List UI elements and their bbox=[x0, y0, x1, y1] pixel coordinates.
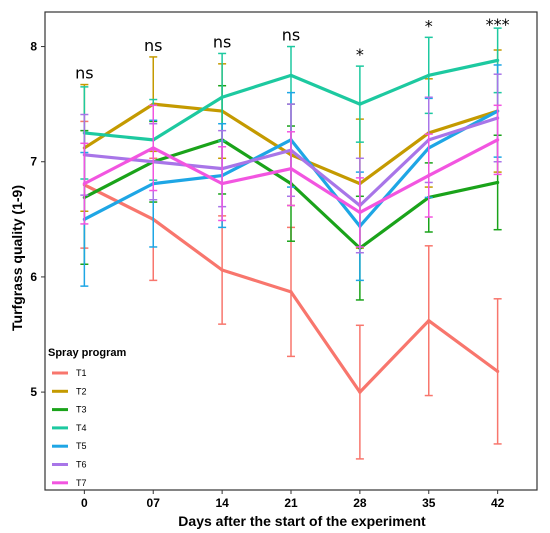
legend-label: T2 bbox=[76, 386, 87, 396]
data-point bbox=[358, 390, 362, 394]
data-point bbox=[496, 58, 500, 62]
x-tick-label: 0 bbox=[81, 496, 88, 510]
y-tick-label: 8 bbox=[30, 40, 37, 54]
data-point bbox=[220, 182, 224, 186]
legend: Spray program T1 T2 T3 T4 T5 T6 T7 bbox=[48, 347, 126, 488]
y-tick-label: 7 bbox=[30, 155, 37, 169]
significance-label: ns bbox=[282, 26, 300, 45]
legend-label: T6 bbox=[76, 460, 87, 470]
significance-label: * bbox=[356, 45, 364, 64]
x-tick-label: 42 bbox=[491, 496, 505, 510]
data-point bbox=[151, 146, 155, 150]
legend-label: T5 bbox=[76, 441, 87, 451]
legend-label: T3 bbox=[76, 405, 87, 415]
y-axis-title: Turfgrass quality (1-9) bbox=[9, 185, 25, 331]
data-point bbox=[289, 167, 293, 171]
data-point bbox=[496, 369, 500, 373]
x-tick-label: 14 bbox=[215, 496, 229, 510]
data-point bbox=[427, 173, 431, 178]
data-point bbox=[289, 73, 293, 77]
data-point bbox=[427, 73, 431, 77]
legend-label: T4 bbox=[76, 423, 87, 433]
significance-label: ns bbox=[75, 64, 93, 83]
x-axis-title: Days after the start of the experiment bbox=[178, 513, 426, 529]
y-axis: 5 6 7 8 bbox=[30, 40, 45, 399]
y-tick-label: 6 bbox=[30, 270, 37, 284]
x-tick-label: 21 bbox=[284, 496, 298, 510]
legend-item-T2: T2 bbox=[52, 386, 87, 396]
legend-item-T6: T6 bbox=[52, 460, 87, 470]
data-point bbox=[220, 95, 224, 99]
data-point bbox=[82, 182, 86, 186]
x-tick-label: 07 bbox=[147, 496, 161, 510]
y-tick-label: 5 bbox=[30, 385, 37, 399]
legend-item-T7: T7 bbox=[52, 478, 87, 488]
data-point bbox=[220, 268, 224, 272]
significance-label: * bbox=[425, 16, 433, 35]
legend-item-T4: T4 bbox=[52, 423, 87, 433]
legend-item-T1: T1 bbox=[52, 368, 87, 378]
data-point bbox=[496, 180, 500, 185]
x-tick-label: 28 bbox=[353, 496, 367, 510]
x-tick-label: 35 bbox=[422, 496, 436, 510]
x-axis: 0 07 14 21 28 35 42 bbox=[81, 490, 505, 510]
legend-label: T1 bbox=[76, 368, 87, 378]
data-point bbox=[496, 138, 500, 142]
series-T7 bbox=[80, 104, 502, 248]
significance-label: *** bbox=[486, 15, 510, 34]
data-point bbox=[358, 210, 362, 215]
data-point bbox=[358, 102, 362, 106]
data-point bbox=[289, 290, 293, 294]
legend-title: Spray program bbox=[48, 347, 126, 359]
legend-item-T5: T5 bbox=[52, 441, 87, 451]
significance-label: ns bbox=[213, 32, 231, 51]
data-point bbox=[427, 319, 431, 323]
legend-item-T3: T3 bbox=[52, 405, 87, 415]
legend-label: T7 bbox=[76, 478, 87, 488]
significance-label: ns bbox=[144, 36, 162, 55]
